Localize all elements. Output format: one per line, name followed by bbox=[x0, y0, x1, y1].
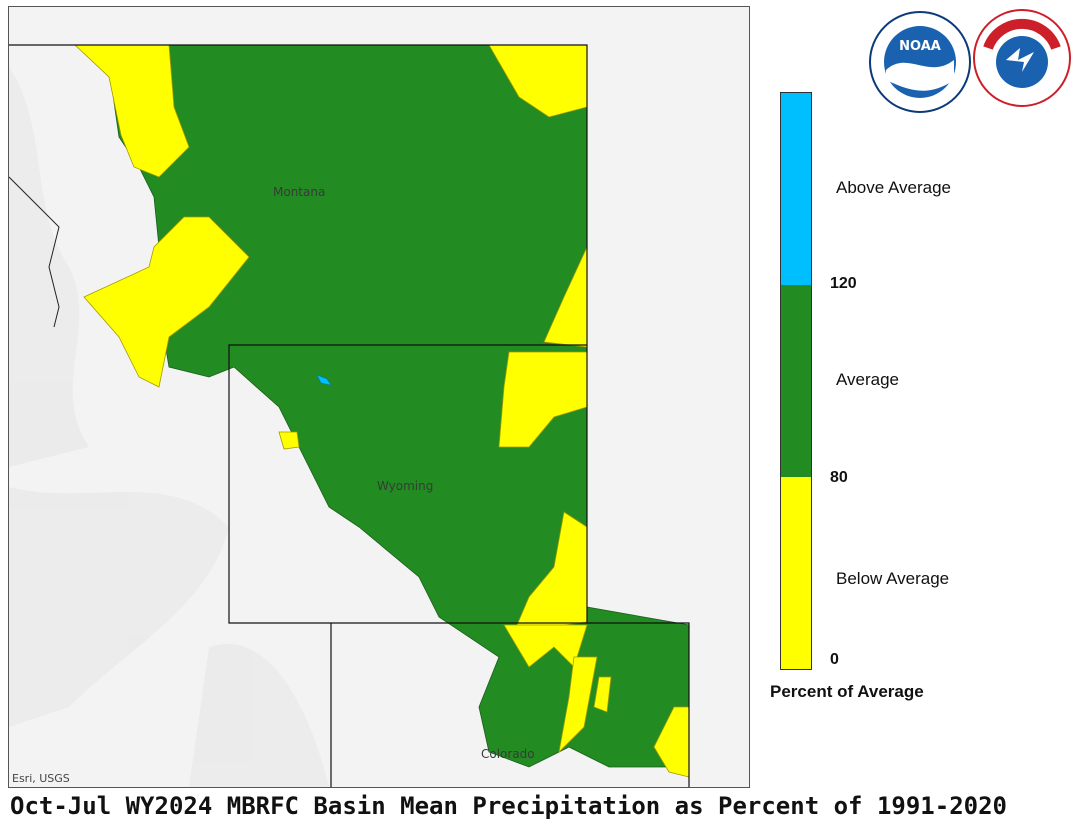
legend-swatch-below bbox=[781, 477, 811, 669]
noaa-logo-text: NOAA bbox=[899, 39, 941, 54]
map-panel[interactable]: Montana Wyoming Colorado Esri, USGS bbox=[8, 6, 750, 788]
legend-title: Percent of Average bbox=[770, 682, 924, 701]
legend-label-below: Below Average bbox=[836, 569, 950, 588]
legend-label-average: Average bbox=[836, 370, 900, 389]
above-average-basins bbox=[316, 374, 332, 386]
state-label-colorado: Colorado bbox=[481, 747, 535, 761]
legend-tick-120: 120 bbox=[830, 275, 857, 292]
state-label-montana: Montana bbox=[273, 185, 326, 199]
legend-label-above: Above Average bbox=[836, 178, 951, 197]
legend-color-bar bbox=[780, 92, 812, 670]
state-boundaries bbox=[9, 44, 690, 787]
map-title: Oct-Jul WY2024 MBRFC Basin Mean Precipit… bbox=[10, 792, 1007, 820]
legend-tick-0: 0 bbox=[830, 651, 839, 668]
legend-tick-80: 80 bbox=[830, 469, 848, 486]
noaa-logo: NOAA bbox=[868, 10, 972, 114]
legend-swatch-average bbox=[781, 285, 811, 477]
basin-map bbox=[9, 44, 690, 787]
map-attribution: Esri, USGS bbox=[12, 772, 70, 785]
legend-swatch-above bbox=[781, 93, 811, 285]
nws-logo bbox=[972, 8, 1072, 108]
state-label-wyoming: Wyoming bbox=[377, 479, 434, 493]
below-average-basins bbox=[73, 44, 690, 778]
